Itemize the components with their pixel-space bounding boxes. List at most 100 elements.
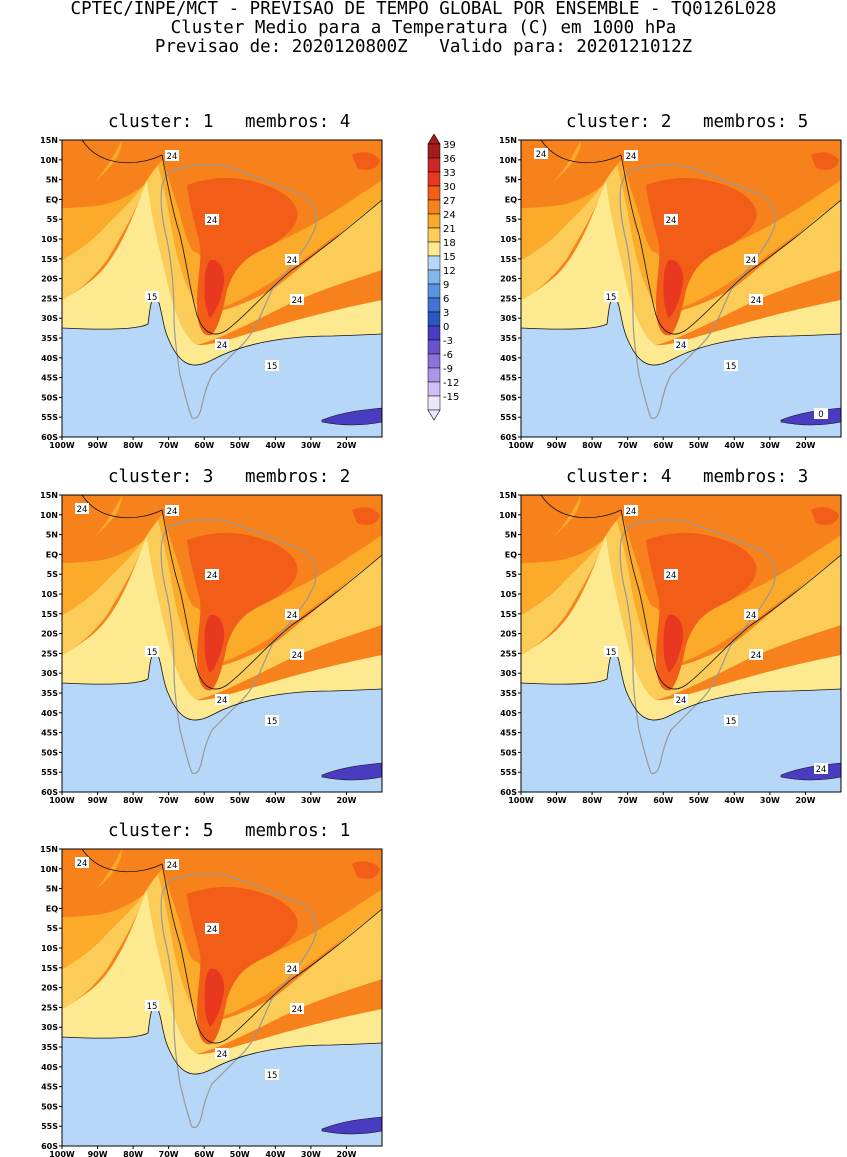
contour-label: 24 <box>749 294 763 306</box>
lat-tick-label: 5S <box>506 215 518 224</box>
lat-tick-label: 35S <box>41 334 58 343</box>
colorbar-label: 33 <box>443 168 456 179</box>
lon-tick-label: 70W <box>159 441 179 450</box>
colorbar-label: 3 <box>443 308 449 319</box>
lat-tick-label: 15N <box>499 136 517 145</box>
lon-tick-label: 70W <box>159 1150 179 1157</box>
lon-tick-label: 20W <box>336 796 356 805</box>
svg-text:24: 24 <box>536 150 547 160</box>
lon-tick-label: 70W <box>618 796 638 805</box>
colorbar-swatch <box>427 185 441 201</box>
lat-tick-label: 35S <box>500 689 517 698</box>
svg-text:24: 24 <box>292 1005 303 1015</box>
lat-tick-label: 40S <box>500 709 517 718</box>
lat-tick-label: 20S <box>500 275 517 284</box>
contour-label: 15 <box>145 1000 159 1012</box>
lat-tick-label: 60S <box>500 433 517 442</box>
lat-tick-label: 5S <box>47 570 59 579</box>
lon-tick-label: 100W <box>49 1150 75 1157</box>
contour-label: 15 <box>724 360 738 372</box>
panel-5-title: cluster: 5 membros: 1 <box>108 821 351 841</box>
colorbar-swatch <box>427 241 441 257</box>
lat-tick-label: 15N <box>40 491 58 500</box>
lat-tick-label: 10N <box>40 865 58 874</box>
contour-label: 15 <box>265 715 279 727</box>
lon-tick-label: 90W <box>88 796 108 805</box>
lon-tick-label: 100W <box>49 796 75 805</box>
svg-text:24: 24 <box>287 256 298 266</box>
lat-tick-label: 15S <box>41 964 58 973</box>
svg-text:24: 24 <box>676 341 687 351</box>
lat-tick-label: EQ <box>505 195 517 204</box>
contour-label: 24 <box>215 339 229 351</box>
contour-label: 24 <box>165 859 179 871</box>
lon-tick-label: 20W <box>336 1150 356 1157</box>
colorbar-label: 21 <box>443 224 456 235</box>
contour-label: 24 <box>674 694 688 706</box>
colorbar-swatch <box>427 325 441 341</box>
contour-label: 15 <box>604 291 618 303</box>
lat-tick-label: 55S <box>41 1122 58 1131</box>
svg-text:24: 24 <box>292 651 303 661</box>
contour-label: 24 <box>215 1048 229 1060</box>
lat-tick-label: 55S <box>41 413 58 422</box>
lat-tick-label: 60S <box>41 788 58 797</box>
lon-tick-label: 30W <box>301 441 321 450</box>
contour-label: 24 <box>205 214 219 226</box>
lon-tick-label: 30W <box>301 1150 321 1157</box>
lat-tick-label: 5S <box>506 570 518 579</box>
lat-tick-label: 40S <box>500 354 517 363</box>
lat-tick-label: 55S <box>500 768 517 777</box>
map-panel-1: 24 24 24 24 15 24 15 15N 10N 5N EQ 5S 10S 15S 20S 25S 30… <box>36 136 396 450</box>
lat-tick-label: 15S <box>41 255 58 264</box>
lat-tick-label: 5N <box>505 176 517 185</box>
contour-label: 15 <box>145 646 159 658</box>
lat-tick-label: 15N <box>40 845 58 854</box>
contour-label: 24 <box>744 609 758 621</box>
colorbar-swatch <box>427 339 441 355</box>
contour-label: 24 <box>814 763 828 775</box>
lon-tick-label: 100W <box>508 441 534 450</box>
lat-tick-label: 35S <box>500 334 517 343</box>
lon-tick-label: 60W <box>653 796 673 805</box>
contour-label: 24 <box>75 503 89 515</box>
lat-tick-label: 15N <box>499 491 517 500</box>
svg-text:24: 24 <box>666 216 677 226</box>
lon-tick-label: 80W <box>582 441 602 450</box>
svg-text:24: 24 <box>77 859 88 869</box>
lat-tick-label: EQ <box>46 904 58 913</box>
contour-label: 24 <box>749 649 763 661</box>
lat-tick-label: 35S <box>41 1043 58 1052</box>
svg-text:15: 15 <box>267 1071 278 1081</box>
contour-label: 15 <box>265 360 279 372</box>
lat-tick-label: 50S <box>41 1102 58 1111</box>
lon-tick-label: 40W <box>724 441 744 450</box>
lat-tick-label: 10S <box>500 235 517 244</box>
lat-tick-label: 10N <box>499 511 517 520</box>
colorbar-arrow-down <box>427 409 441 421</box>
lon-tick-label: 90W <box>547 441 567 450</box>
lat-tick-label: 45S <box>41 374 58 383</box>
lat-tick-label: 60S <box>41 433 58 442</box>
panel-3-title: cluster: 3 membros: 2 <box>108 467 351 487</box>
lon-tick-label: 60W <box>194 441 214 450</box>
lat-tick-label: 10N <box>40 156 58 165</box>
lat-tick-label: 5N <box>505 531 517 540</box>
lat-tick-label: 60S <box>41 1142 58 1151</box>
lat-tick-label: 60S <box>500 788 517 797</box>
lat-tick-label: 5N <box>46 885 58 894</box>
colorbar-swatch <box>427 255 441 271</box>
contour-label: 24 <box>624 505 638 517</box>
colorbar-label: 36 <box>443 154 456 165</box>
contour-label: 24 <box>624 150 638 162</box>
colorbar-label: 12 <box>443 266 456 277</box>
svg-text:15: 15 <box>147 648 158 658</box>
lat-tick-label: 15N <box>40 136 58 145</box>
contour-label: 0 <box>814 408 828 420</box>
lon-tick-label: 30W <box>760 796 780 805</box>
lat-tick-label: 50S <box>500 393 517 402</box>
colorbar-arrow-up <box>427 133 441 145</box>
lat-tick-label: 30S <box>41 1023 58 1032</box>
lat-tick-label: 30S <box>41 669 58 678</box>
svg-text:15: 15 <box>726 717 737 727</box>
